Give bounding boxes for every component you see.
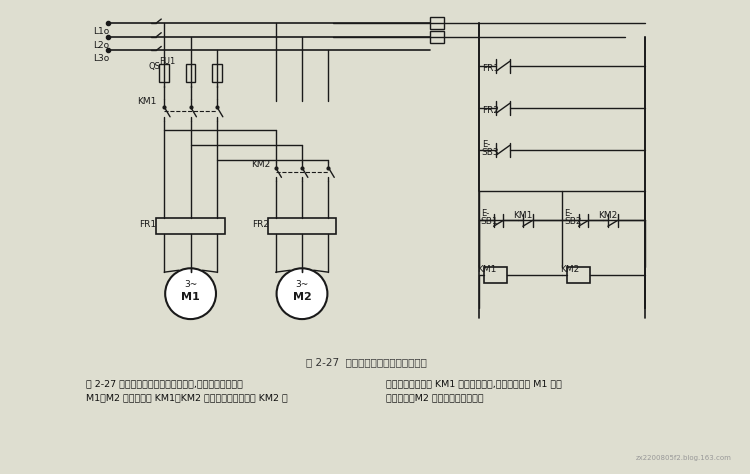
Text: SB3: SB3 [482, 148, 500, 157]
Text: 3~: 3~ [184, 281, 197, 290]
Bar [159, 64, 169, 82]
Text: KM1: KM1 [477, 265, 496, 274]
Text: L3o: L3o [93, 54, 109, 63]
Text: 3~: 3~ [296, 281, 308, 290]
Text: M2: M2 [292, 292, 311, 301]
Text: L1o: L1o [93, 27, 109, 36]
Text: KM2: KM2 [251, 160, 271, 169]
Text: L2o: L2o [93, 41, 109, 50]
Text: 图 2-27  主电路接顺序起动的控制线路: 图 2-27 主电路接顺序起动的控制线路 [306, 357, 427, 367]
Bar [484, 267, 507, 283]
Text: FR2: FR2 [482, 106, 499, 115]
Text: E-: E- [564, 209, 572, 218]
Text: FR1: FR1 [139, 220, 156, 229]
Text: FU1: FU1 [159, 57, 176, 66]
Text: E-: E- [481, 209, 489, 218]
Text: FR1: FR1 [482, 64, 499, 73]
Text: 主触点接在接触器 KM1 主触点的下面,这样就保证了 M1 起动
运转以后，M2 才能接通电源起动。: 主触点接在接触器 KM1 主触点的下面,这样就保证了 M1 起动 运转以后，M2… [386, 380, 562, 402]
Text: FR2: FR2 [252, 220, 269, 229]
Bar [430, 17, 444, 29]
Bar [156, 219, 225, 234]
Bar [212, 64, 222, 82]
Text: zx2200805f2.blog.163.com: zx2200805f2.blog.163.com [635, 455, 731, 461]
Text: KM2: KM2 [560, 265, 579, 274]
Bar [567, 267, 590, 283]
Text: 图 2-27 所示为按顺序起动的控制线路,该线路中的电动机
M1、M2 通过接触器 KM1、KM2 来分别控制。接触器 KM2 的: 图 2-27 所示为按顺序起动的控制线路,该线路中的电动机 M1、M2 通过接触… [86, 380, 288, 402]
Text: M1: M1 [182, 292, 200, 301]
Text: SB2: SB2 [564, 218, 581, 227]
Text: QS: QS [148, 62, 160, 71]
Circle shape [277, 268, 328, 319]
Bar [186, 64, 196, 82]
Text: E-: E- [482, 140, 490, 149]
Text: KM1: KM1 [513, 210, 532, 219]
Circle shape [165, 268, 216, 319]
Text: SB1: SB1 [481, 218, 499, 227]
Text: KM2: KM2 [598, 210, 617, 219]
Text: KM1: KM1 [136, 97, 156, 106]
Bar [268, 219, 336, 234]
Bar [430, 31, 444, 43]
